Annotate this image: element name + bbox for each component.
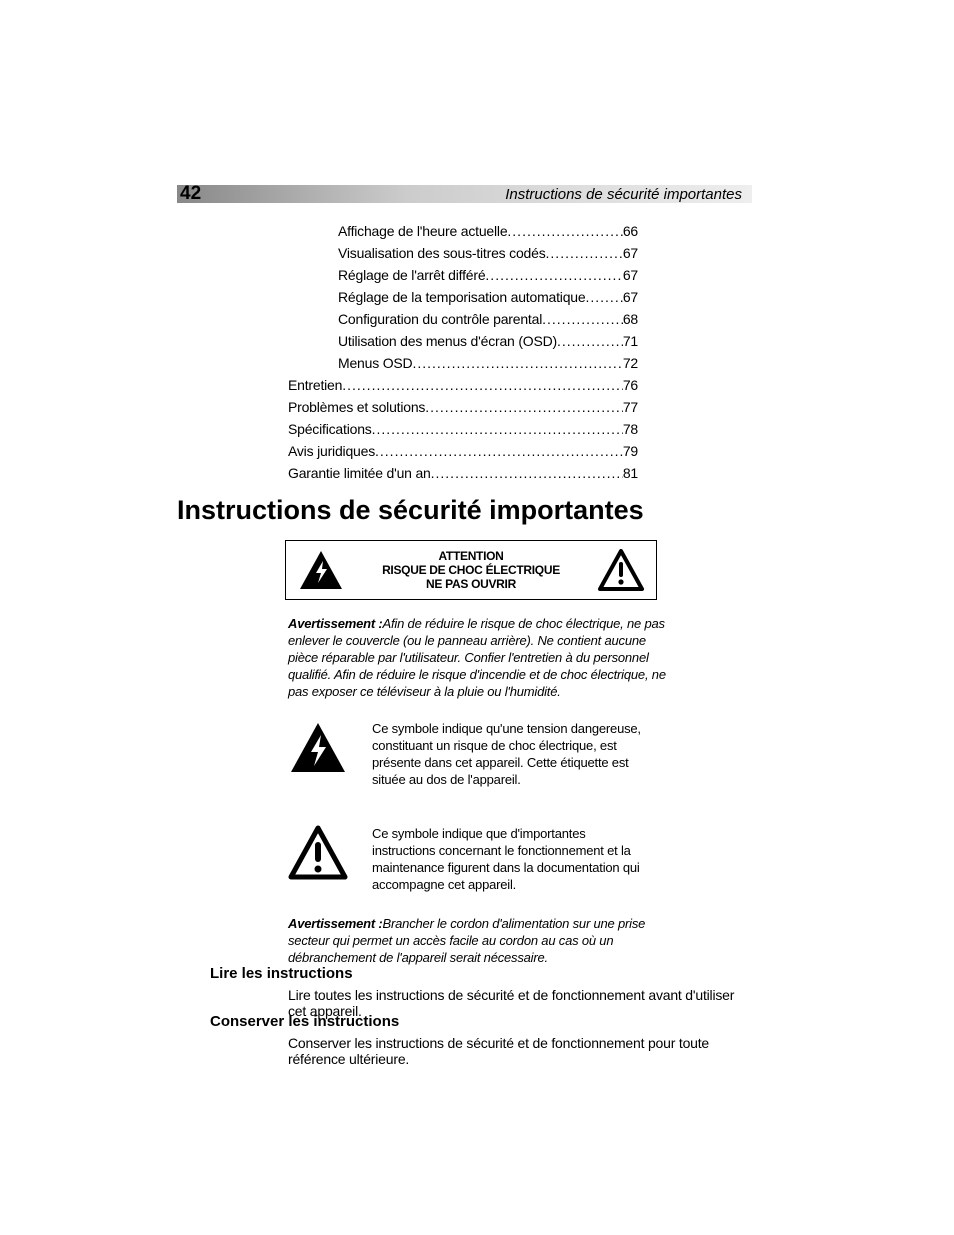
warning-line-3: NE PAS OUVRIR <box>356 577 586 591</box>
toc-row: Visualisation des sous-titres codés.....… <box>288 242 638 264</box>
symbol1-text: Ce symbole indique qu'une tension danger… <box>372 720 652 788</box>
toc-leader-dots: ........................................… <box>425 396 623 418</box>
exclamation-triangle-icon <box>288 825 348 885</box>
symbol-row-exclamation: Ce symbole indique que d'importantes ins… <box>288 825 652 893</box>
toc-page-number: 77 <box>623 396 638 418</box>
toc-leader-dots: ........................................… <box>412 352 622 374</box>
warning-box-text: ATTENTION RISQUE DE CHOC ÉLECTRIQUE NE P… <box>356 549 586 591</box>
toc-leader-dots: ........................................… <box>431 462 623 484</box>
toc-page-number: 79 <box>623 440 638 462</box>
toc-row: Spécifications..........................… <box>288 418 638 440</box>
toc-row: Affichage de l'heure actuelle...........… <box>288 220 638 242</box>
toc-row: Configuration du contrôle parental......… <box>288 308 638 330</box>
section-heading-1: Conserver les instructions <box>210 1013 399 1030</box>
toc-leader-dots: ........................................… <box>375 440 623 462</box>
toc-label: Visualisation des sous-titres codés <box>338 242 546 264</box>
toc-row: Problèmes et solutions..................… <box>288 396 638 418</box>
toc-label: Avis juridiques <box>288 440 375 462</box>
toc-leader-dots: ........................................… <box>507 220 622 242</box>
toc-label: Affichage de l'heure actuelle <box>338 220 507 242</box>
avert2-label: Avertissement : <box>288 916 383 931</box>
toc-page-number: 71 <box>623 330 638 352</box>
toc-leader-dots: ........................................… <box>546 242 623 264</box>
toc-label: Réglage de l'arrêt différé <box>338 264 485 286</box>
toc-page-number: 67 <box>623 264 638 286</box>
toc-leader-dots: ........................................… <box>585 286 622 308</box>
toc-row: Entretien...............................… <box>288 374 638 396</box>
main-heading: Instructions de sécurité importantes <box>177 495 644 526</box>
toc-row: Garantie limitée d'un an................… <box>288 462 638 484</box>
running-head-title: Instructions de sécurité importantes <box>505 186 742 203</box>
toc-row: Réglage de l'arrêt différé..............… <box>288 264 638 286</box>
toc-page-number: 72 <box>623 352 638 374</box>
warning-line-2: RISQUE DE CHOC ÉLECTRIQUE <box>356 563 586 577</box>
toc-row: Menus OSD...............................… <box>288 352 638 374</box>
toc-page-number: 78 <box>623 418 638 440</box>
toc-page-number: 67 <box>623 242 638 264</box>
toc-label: Spécifications <box>288 418 372 440</box>
toc-page-number: 66 <box>623 220 638 242</box>
lightning-triangle-icon <box>288 720 348 780</box>
toc-page-number: 67 <box>623 286 638 308</box>
warning-box: ATTENTION RISQUE DE CHOC ÉLECTRIQUE NE P… <box>285 540 657 600</box>
toc-label: Problèmes et solutions <box>288 396 425 418</box>
symbol-row-lightning: Ce symbole indique qu'une tension danger… <box>288 720 652 788</box>
toc-leader-dots: ........................................… <box>342 374 623 396</box>
toc-page-number: 68 <box>623 308 638 330</box>
toc-label: Utilisation des menus d'écran (OSD) <box>338 330 557 352</box>
toc-row: Réglage de la temporisation automatique.… <box>288 286 638 308</box>
toc-page-number: 81 <box>623 462 638 484</box>
toc-label: Configuration du contrôle parental <box>338 308 542 330</box>
toc-leader-dots: ........................................… <box>485 264 622 286</box>
toc-label: Réglage de la temporisation automatique <box>338 286 585 308</box>
avertissement-1: Avertissement :Afin de réduire le risque… <box>288 615 668 700</box>
toc-leader-dots: ........................................… <box>557 330 623 352</box>
avert1-label: Avertissement : <box>288 616 383 631</box>
toc-row: Avis juridiques.........................… <box>288 440 638 462</box>
page-number: 42 <box>180 183 201 205</box>
toc-label: Entretien <box>288 374 342 396</box>
warning-line-1: ATTENTION <box>356 549 586 563</box>
toc-label: Menus OSD <box>338 352 412 374</box>
toc-leader-dots: ........................................… <box>542 308 623 330</box>
document-page: 42 Instructions de sécurité importantes … <box>0 0 954 1235</box>
toc-leader-dots: ........................................… <box>372 418 623 440</box>
section-heading-0: Lire les instructions <box>210 965 353 982</box>
toc-page-number: 76 <box>623 374 638 396</box>
toc-row: Utilisation des menus d'écran (OSD).....… <box>288 330 638 352</box>
avertissement-2: Avertissement :Brancher le cordon d'alim… <box>288 915 668 966</box>
lightning-triangle-icon <box>286 549 356 591</box>
toc-label: Garantie limitée d'un an <box>288 462 431 484</box>
exclamation-triangle-icon <box>586 549 656 591</box>
table-of-contents: Affichage de l'heure actuelle...........… <box>288 220 638 484</box>
section-body-1: Conserver les instructions de sécurité e… <box>288 1035 758 1067</box>
symbol2-text: Ce symbole indique que d'importantes ins… <box>372 825 652 893</box>
